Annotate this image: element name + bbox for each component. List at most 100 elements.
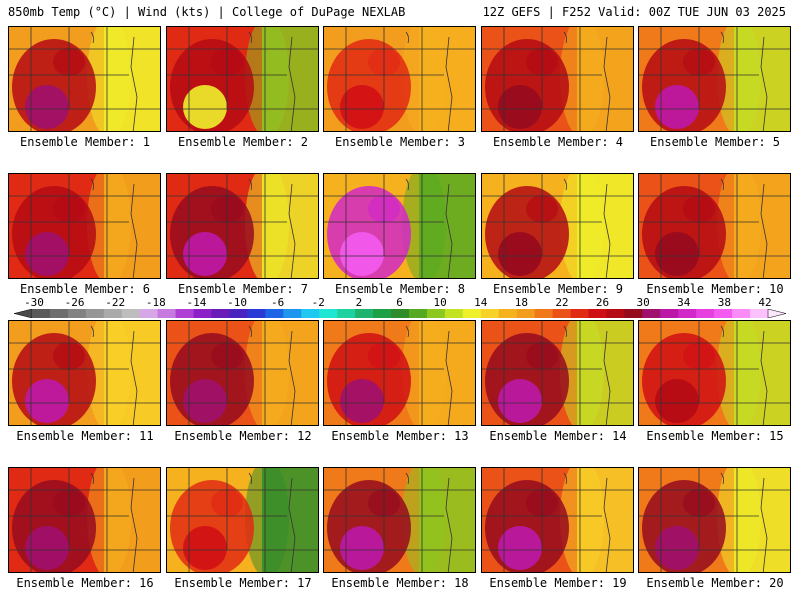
ensemble-map-panel [323, 320, 476, 426]
ensemble-member-caption: Ensemble Member: 13 [331, 429, 469, 443]
ensemble-member-caption: Ensemble Member: 5 [649, 135, 781, 149]
colorbar-swatch [660, 309, 679, 318]
colorbar-swatch [624, 309, 643, 318]
colorbar-swatch [408, 309, 428, 318]
colorbar-swatch [49, 309, 69, 318]
temperature-map [639, 174, 790, 278]
temperature-map [9, 321, 160, 425]
ensemble-member-caption: Ensemble Member: 9 [492, 282, 624, 296]
ensemble-map-panel [481, 173, 634, 279]
ensemble-member-caption: Ensemble Member: 8 [334, 282, 466, 296]
colorbar-swatch [85, 309, 105, 318]
colorbar-tick-label: -30 [24, 296, 44, 309]
temperature-map [9, 468, 160, 572]
colorbar-swatch [480, 309, 500, 318]
colorbar-swatch [606, 309, 625, 318]
colorbar-tick-label: -10 [227, 296, 247, 309]
colorbar-tick-label: -22 [105, 296, 126, 309]
temperature-map [639, 321, 790, 425]
colorbar-swatch [193, 309, 213, 318]
colorbar-swatch [642, 309, 661, 318]
ensemble-member-caption: Ensemble Member: 2 [177, 135, 309, 149]
colorbar-tick-label: 22 [555, 296, 569, 309]
colorbar-swatch [175, 309, 195, 318]
colorbar-swatch [67, 309, 87, 318]
temperature-map [324, 174, 475, 278]
ensemble-member-caption: Ensemble Member: 20 [646, 576, 784, 590]
ensemble-map-panel [166, 320, 319, 426]
ensemble-member-caption: Ensemble Member: 16 [16, 576, 154, 590]
colorbar-swatch [498, 309, 518, 318]
colorbar-swatch [355, 309, 374, 318]
ensemble-map-panel [481, 320, 634, 426]
ensemble-map-panel [638, 320, 791, 426]
ensemble-map-panel [323, 26, 476, 132]
temperature-map [9, 27, 160, 131]
ensemble-member-caption: Ensemble Member: 14 [489, 429, 627, 443]
colorbar-swatch [426, 309, 446, 318]
colorbar-swatch [732, 309, 751, 318]
temperature-map [482, 321, 633, 425]
temperature-map [167, 468, 318, 572]
ensemble-map-panel [166, 467, 319, 573]
colorbar-swatch [570, 309, 589, 318]
colorbar-tick-label: -14 [186, 296, 207, 309]
temperature-map [167, 27, 318, 131]
ensemble-map-panel [481, 467, 634, 573]
temperature-map [9, 174, 160, 278]
colorbar-swatch [301, 309, 320, 318]
colorbar-tick-label: 2 [355, 296, 363, 309]
ensemble-member-caption: Ensemble Member: 19 [489, 576, 627, 590]
colorbar-tick-label: 14 [474, 296, 488, 309]
ensemble-member-caption: Ensemble Member: 3 [334, 135, 466, 149]
ensemble-member-caption: Ensemble Member: 17 [174, 576, 312, 590]
ensemble-member-caption: Ensemble Member: 12 [174, 429, 312, 443]
colorbar-left-arrow [14, 309, 33, 318]
colorbar [14, 309, 786, 318]
ensemble-map-panel [638, 467, 791, 573]
valid-time: 12Z GEFS | F252 Valid: 00Z TUE JUN 03 20… [482, 5, 786, 19]
colorbar-tick-label: 42 [758, 296, 772, 309]
ensemble-map-panel [166, 173, 319, 279]
colorbar-swatch [714, 309, 733, 318]
colorbar-swatch [373, 309, 392, 318]
chart-title: 850mb Temp (°C) | Wind (kts) | College o… [8, 5, 406, 19]
colorbar-swatch [229, 309, 248, 318]
colorbar-tick-label: -18 [145, 296, 166, 309]
ensemble-member-caption: Ensemble Member: 11 [16, 429, 154, 443]
ensemble-map-panel [481, 26, 634, 132]
colorbar-tick-label: 10 [433, 296, 447, 309]
temperature-map [639, 468, 790, 572]
ensemble-map-panel [8, 173, 161, 279]
colorbar-swatch [157, 309, 177, 318]
colorbar-swatch [462, 309, 482, 318]
colorbar-tick-label: 6 [396, 296, 403, 309]
colorbar-swatch [391, 309, 410, 318]
colorbar-swatch [444, 309, 464, 318]
temperature-map [324, 27, 475, 131]
temperature-map [639, 27, 790, 131]
colorbar-svg [14, 309, 786, 318]
temperature-map [167, 321, 318, 425]
colorbar-tick-label: 38 [717, 296, 731, 309]
ensemble-map-panel [323, 467, 476, 573]
ensemble-map-panel [8, 26, 161, 132]
colorbar-tick-label: 34 [677, 296, 691, 309]
ensemble-map-panel [8, 320, 161, 426]
colorbar-swatch [552, 309, 572, 318]
ensemble-member-caption: Ensemble Member: 1 [19, 135, 151, 149]
ensemble-member-caption: Ensemble Member: 10 [646, 282, 784, 296]
colorbar-tick-label: 18 [514, 296, 528, 309]
temperature-map [482, 27, 633, 131]
colorbar-swatch [319, 309, 338, 318]
colorbar-tick-label: 30 [636, 296, 650, 309]
colorbar-swatch [139, 309, 159, 318]
colorbar-swatch [32, 309, 51, 318]
ensemble-map-panel [8, 467, 161, 573]
colorbar-tick-label: -2 [311, 296, 325, 309]
ensemble-member-caption: Ensemble Member: 18 [331, 576, 469, 590]
ensemble-map-panel [166, 26, 319, 132]
colorbar-tick-label: -26 [64, 296, 85, 309]
colorbar-swatch [516, 309, 536, 318]
